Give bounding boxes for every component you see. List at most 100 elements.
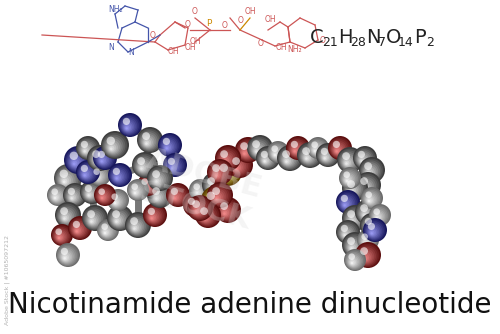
Circle shape [99, 157, 106, 164]
Circle shape [166, 158, 182, 174]
Circle shape [287, 138, 308, 159]
Circle shape [342, 232, 347, 237]
Circle shape [344, 159, 351, 167]
Circle shape [304, 156, 310, 161]
Circle shape [86, 192, 92, 197]
Text: OH: OH [265, 15, 276, 24]
Circle shape [150, 172, 166, 187]
Circle shape [207, 182, 233, 208]
Circle shape [238, 144, 254, 159]
Circle shape [190, 207, 193, 209]
Circle shape [140, 166, 144, 171]
Circle shape [138, 129, 162, 152]
Circle shape [291, 141, 298, 148]
Circle shape [81, 141, 88, 148]
Circle shape [93, 146, 117, 170]
Circle shape [80, 144, 92, 156]
Circle shape [202, 172, 228, 198]
Circle shape [149, 214, 156, 221]
Circle shape [321, 152, 330, 162]
Circle shape [80, 142, 94, 157]
Circle shape [370, 230, 374, 235]
Circle shape [104, 137, 124, 156]
Circle shape [342, 152, 350, 160]
Circle shape [192, 205, 203, 215]
Circle shape [100, 195, 104, 200]
Circle shape [311, 144, 322, 155]
Circle shape [340, 226, 354, 240]
Circle shape [273, 152, 278, 157]
Circle shape [163, 138, 170, 145]
Circle shape [132, 188, 140, 196]
Circle shape [130, 185, 143, 198]
Circle shape [133, 154, 156, 177]
Circle shape [172, 194, 179, 201]
Circle shape [127, 179, 149, 201]
Circle shape [337, 192, 358, 213]
Circle shape [367, 198, 372, 203]
Circle shape [194, 189, 201, 196]
Text: Nicotinamide adenine dinucleotide (NADH): Nicotinamide adenine dinucleotide (NADH) [8, 290, 500, 318]
Circle shape [342, 201, 349, 208]
Circle shape [363, 214, 366, 217]
Circle shape [148, 212, 158, 222]
Circle shape [81, 145, 90, 155]
Circle shape [195, 210, 198, 213]
Circle shape [364, 193, 378, 206]
Circle shape [347, 237, 355, 245]
Circle shape [232, 160, 244, 173]
Circle shape [365, 194, 376, 205]
Circle shape [188, 198, 195, 205]
Circle shape [56, 243, 80, 267]
Circle shape [340, 228, 352, 240]
Circle shape [64, 257, 66, 260]
Circle shape [138, 162, 148, 173]
Circle shape [140, 167, 143, 170]
Circle shape [183, 193, 207, 217]
Circle shape [168, 162, 177, 172]
Circle shape [279, 148, 299, 169]
Circle shape [262, 158, 268, 163]
Circle shape [215, 145, 241, 171]
Circle shape [137, 127, 163, 153]
Circle shape [356, 174, 380, 197]
Circle shape [338, 193, 357, 212]
Circle shape [112, 210, 120, 218]
Circle shape [308, 140, 326, 157]
Circle shape [120, 118, 138, 135]
Circle shape [342, 232, 368, 258]
Circle shape [89, 164, 111, 186]
Circle shape [57, 205, 78, 226]
Circle shape [112, 171, 124, 183]
Circle shape [108, 190, 128, 210]
Circle shape [58, 207, 76, 225]
Circle shape [321, 148, 328, 155]
Circle shape [346, 253, 362, 269]
Circle shape [189, 179, 211, 201]
Circle shape [88, 217, 96, 225]
Circle shape [338, 225, 355, 241]
Circle shape [67, 191, 79, 203]
Circle shape [190, 182, 208, 199]
Circle shape [72, 224, 84, 236]
Circle shape [344, 177, 351, 184]
Circle shape [348, 215, 358, 225]
Circle shape [187, 195, 213, 221]
Circle shape [70, 197, 73, 199]
Circle shape [82, 149, 87, 153]
Circle shape [366, 225, 372, 230]
Circle shape [210, 185, 214, 191]
Circle shape [184, 196, 204, 215]
Circle shape [346, 240, 360, 254]
Circle shape [203, 174, 226, 197]
Circle shape [188, 202, 198, 212]
Circle shape [361, 236, 372, 247]
Circle shape [363, 187, 366, 190]
Circle shape [118, 113, 142, 137]
Circle shape [94, 159, 100, 164]
Circle shape [98, 191, 109, 202]
Circle shape [193, 186, 204, 197]
Circle shape [163, 142, 172, 152]
Circle shape [344, 249, 366, 271]
Circle shape [272, 151, 279, 158]
